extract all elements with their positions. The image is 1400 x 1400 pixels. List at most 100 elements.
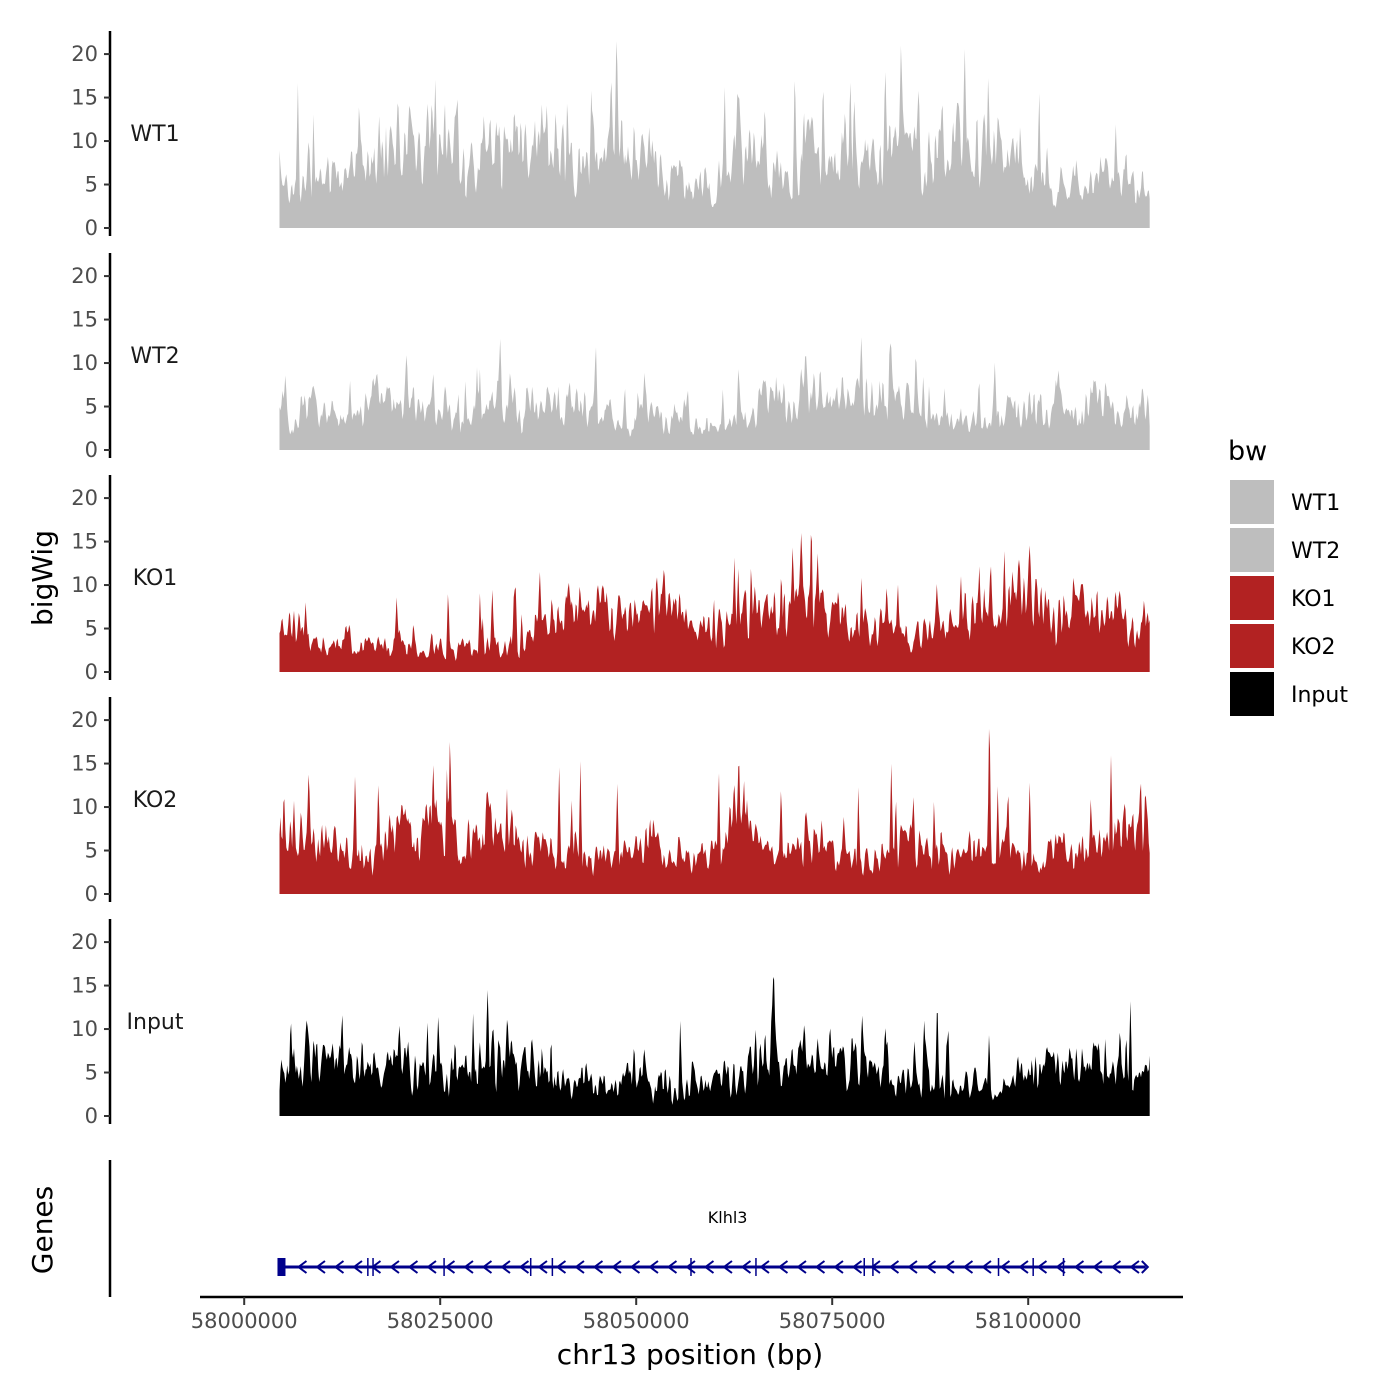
strand-arrow xyxy=(426,1260,437,1274)
strand-arrow xyxy=(463,1260,474,1274)
strand-arrow xyxy=(500,1260,511,1274)
legend: bw WT1 WT2 KO1 KO2 Input xyxy=(1228,436,1348,716)
legend-swatch-input xyxy=(1230,672,1274,716)
y-tick-label: 0 xyxy=(85,216,98,240)
strand-arrow xyxy=(296,1260,308,1274)
track-ko2: 0 5 10 15 20 KO2 xyxy=(71,697,1150,906)
y-tick-label: 15 xyxy=(71,308,98,332)
legend-swatch-wt1 xyxy=(1230,480,1274,524)
y-tick-label: 5 xyxy=(85,839,98,863)
strand-arrow xyxy=(574,1260,585,1274)
tracks-layer: 0 5 10 15 20 WT1 0 5 10 15 20 WT2 0 5 10 15 20 KO1 0 5 10 15 2… xyxy=(71,31,1150,1128)
y-tick-label: 0 xyxy=(85,882,98,906)
gene-name-label: Klhl3 xyxy=(708,1208,748,1227)
strand-arrow xyxy=(333,1260,345,1274)
coverage-area-wt2 xyxy=(279,337,1150,450)
strand-arrow xyxy=(1055,1260,1066,1274)
strand-arrow xyxy=(1110,1260,1122,1274)
legend-swatch-wt2 xyxy=(1230,528,1274,572)
strand-arrow xyxy=(1018,1260,1029,1274)
y-tick-label: 20 xyxy=(71,42,98,66)
strand-arrow xyxy=(870,1260,881,1274)
legend-label-ko2: KO2 xyxy=(1291,635,1336,660)
x-tick-label: 58050000 xyxy=(583,1309,690,1333)
strand-arrow xyxy=(796,1260,807,1274)
strand-arrow xyxy=(1141,1260,1150,1274)
legend-label-wt1: WT1 xyxy=(1291,491,1340,516)
y-axis-title: bigWig xyxy=(26,530,59,626)
strand-arrow xyxy=(851,1260,863,1274)
strand-arrow xyxy=(370,1260,382,1274)
strand-arrow xyxy=(777,1260,789,1274)
legend-label-wt2: WT2 xyxy=(1291,539,1340,564)
strand-arrow xyxy=(1073,1260,1085,1274)
y-tick-label: 20 xyxy=(71,486,98,510)
strand-arrow xyxy=(315,1260,326,1274)
strand-arrow xyxy=(907,1260,918,1274)
y-tick-label: 10 xyxy=(71,129,98,153)
track-label-wt1: WT1 xyxy=(130,122,179,147)
x-tick-label: 58100000 xyxy=(975,1309,1082,1333)
y-tick-label: 0 xyxy=(85,438,98,462)
genes-axis-title: Genes xyxy=(26,1186,59,1274)
y-tick-label: 15 xyxy=(71,974,98,998)
y-tick-label: 15 xyxy=(71,530,98,554)
track-label-input: Input xyxy=(127,1010,184,1035)
strand-arrow xyxy=(352,1260,363,1274)
gene-klhl3: Klhl3 xyxy=(277,1208,1150,1276)
strand-arrow xyxy=(833,1260,844,1274)
strand-arrow xyxy=(648,1260,659,1274)
y-tick-label: 5 xyxy=(85,395,98,419)
coverage-area-ko2 xyxy=(279,728,1150,894)
track-label-wt2: WT2 xyxy=(130,344,179,369)
y-tick-label: 20 xyxy=(71,264,98,288)
strand-arrow xyxy=(555,1260,567,1274)
y-tick-label: 0 xyxy=(85,1104,98,1128)
x-axis: 58000000 58025000 58050000 58075000 58100000 xyxy=(191,1295,1183,1333)
gene-exon xyxy=(277,1258,286,1276)
x-tick-label: 58075000 xyxy=(779,1309,886,1333)
legend-label-input: Input xyxy=(1291,683,1348,708)
strand-arrow xyxy=(814,1260,826,1274)
track-label-ko2: KO2 xyxy=(133,788,178,813)
y-tick-label: 10 xyxy=(71,351,98,375)
y-tick-label: 10 xyxy=(71,795,98,819)
x-tick-label: 58000000 xyxy=(191,1309,298,1333)
strand-arrow xyxy=(407,1260,419,1274)
legend-swatch-ko1 xyxy=(1230,576,1274,620)
strand-arrow xyxy=(666,1260,678,1274)
y-tick-label: 5 xyxy=(85,617,98,641)
y-tick-label: 15 xyxy=(71,752,98,776)
strand-arrow xyxy=(1129,1260,1140,1274)
strand-arrow xyxy=(703,1260,715,1274)
y-tick-label: 0 xyxy=(85,660,98,684)
strand-arrow xyxy=(592,1260,604,1274)
x-tick-label: 58025000 xyxy=(387,1309,494,1333)
strand-arrow xyxy=(611,1260,622,1274)
legend-swatch-ko2 xyxy=(1230,624,1274,668)
y-tick-label: 5 xyxy=(85,1061,98,1085)
strand-arrow xyxy=(1036,1260,1048,1274)
strand-arrow xyxy=(981,1260,992,1274)
strand-arrow xyxy=(740,1260,752,1274)
strand-arrow xyxy=(629,1260,641,1274)
strand-arrow xyxy=(999,1260,1011,1274)
y-tick-label: 10 xyxy=(71,1017,98,1041)
y-tick-label: 20 xyxy=(71,930,98,954)
strand-arrow xyxy=(481,1260,493,1274)
strand-arrow xyxy=(389,1260,400,1274)
strand-arrow xyxy=(944,1260,955,1274)
track-label-ko1: KO1 xyxy=(133,566,178,591)
coverage-area-ko1 xyxy=(279,533,1150,672)
strand-arrow xyxy=(925,1260,937,1274)
strand-arrow xyxy=(444,1260,456,1274)
strand-arrow xyxy=(1092,1260,1103,1274)
strand-arrow xyxy=(962,1260,974,1274)
genes-layer: Klhl3 xyxy=(108,1160,1150,1297)
track-wt2: 0 5 10 15 20 WT2 xyxy=(71,253,1150,462)
strand-arrow xyxy=(518,1260,530,1274)
track-wt1: 0 5 10 15 20 WT1 xyxy=(71,31,1150,240)
y-tick-label: 20 xyxy=(71,708,98,732)
